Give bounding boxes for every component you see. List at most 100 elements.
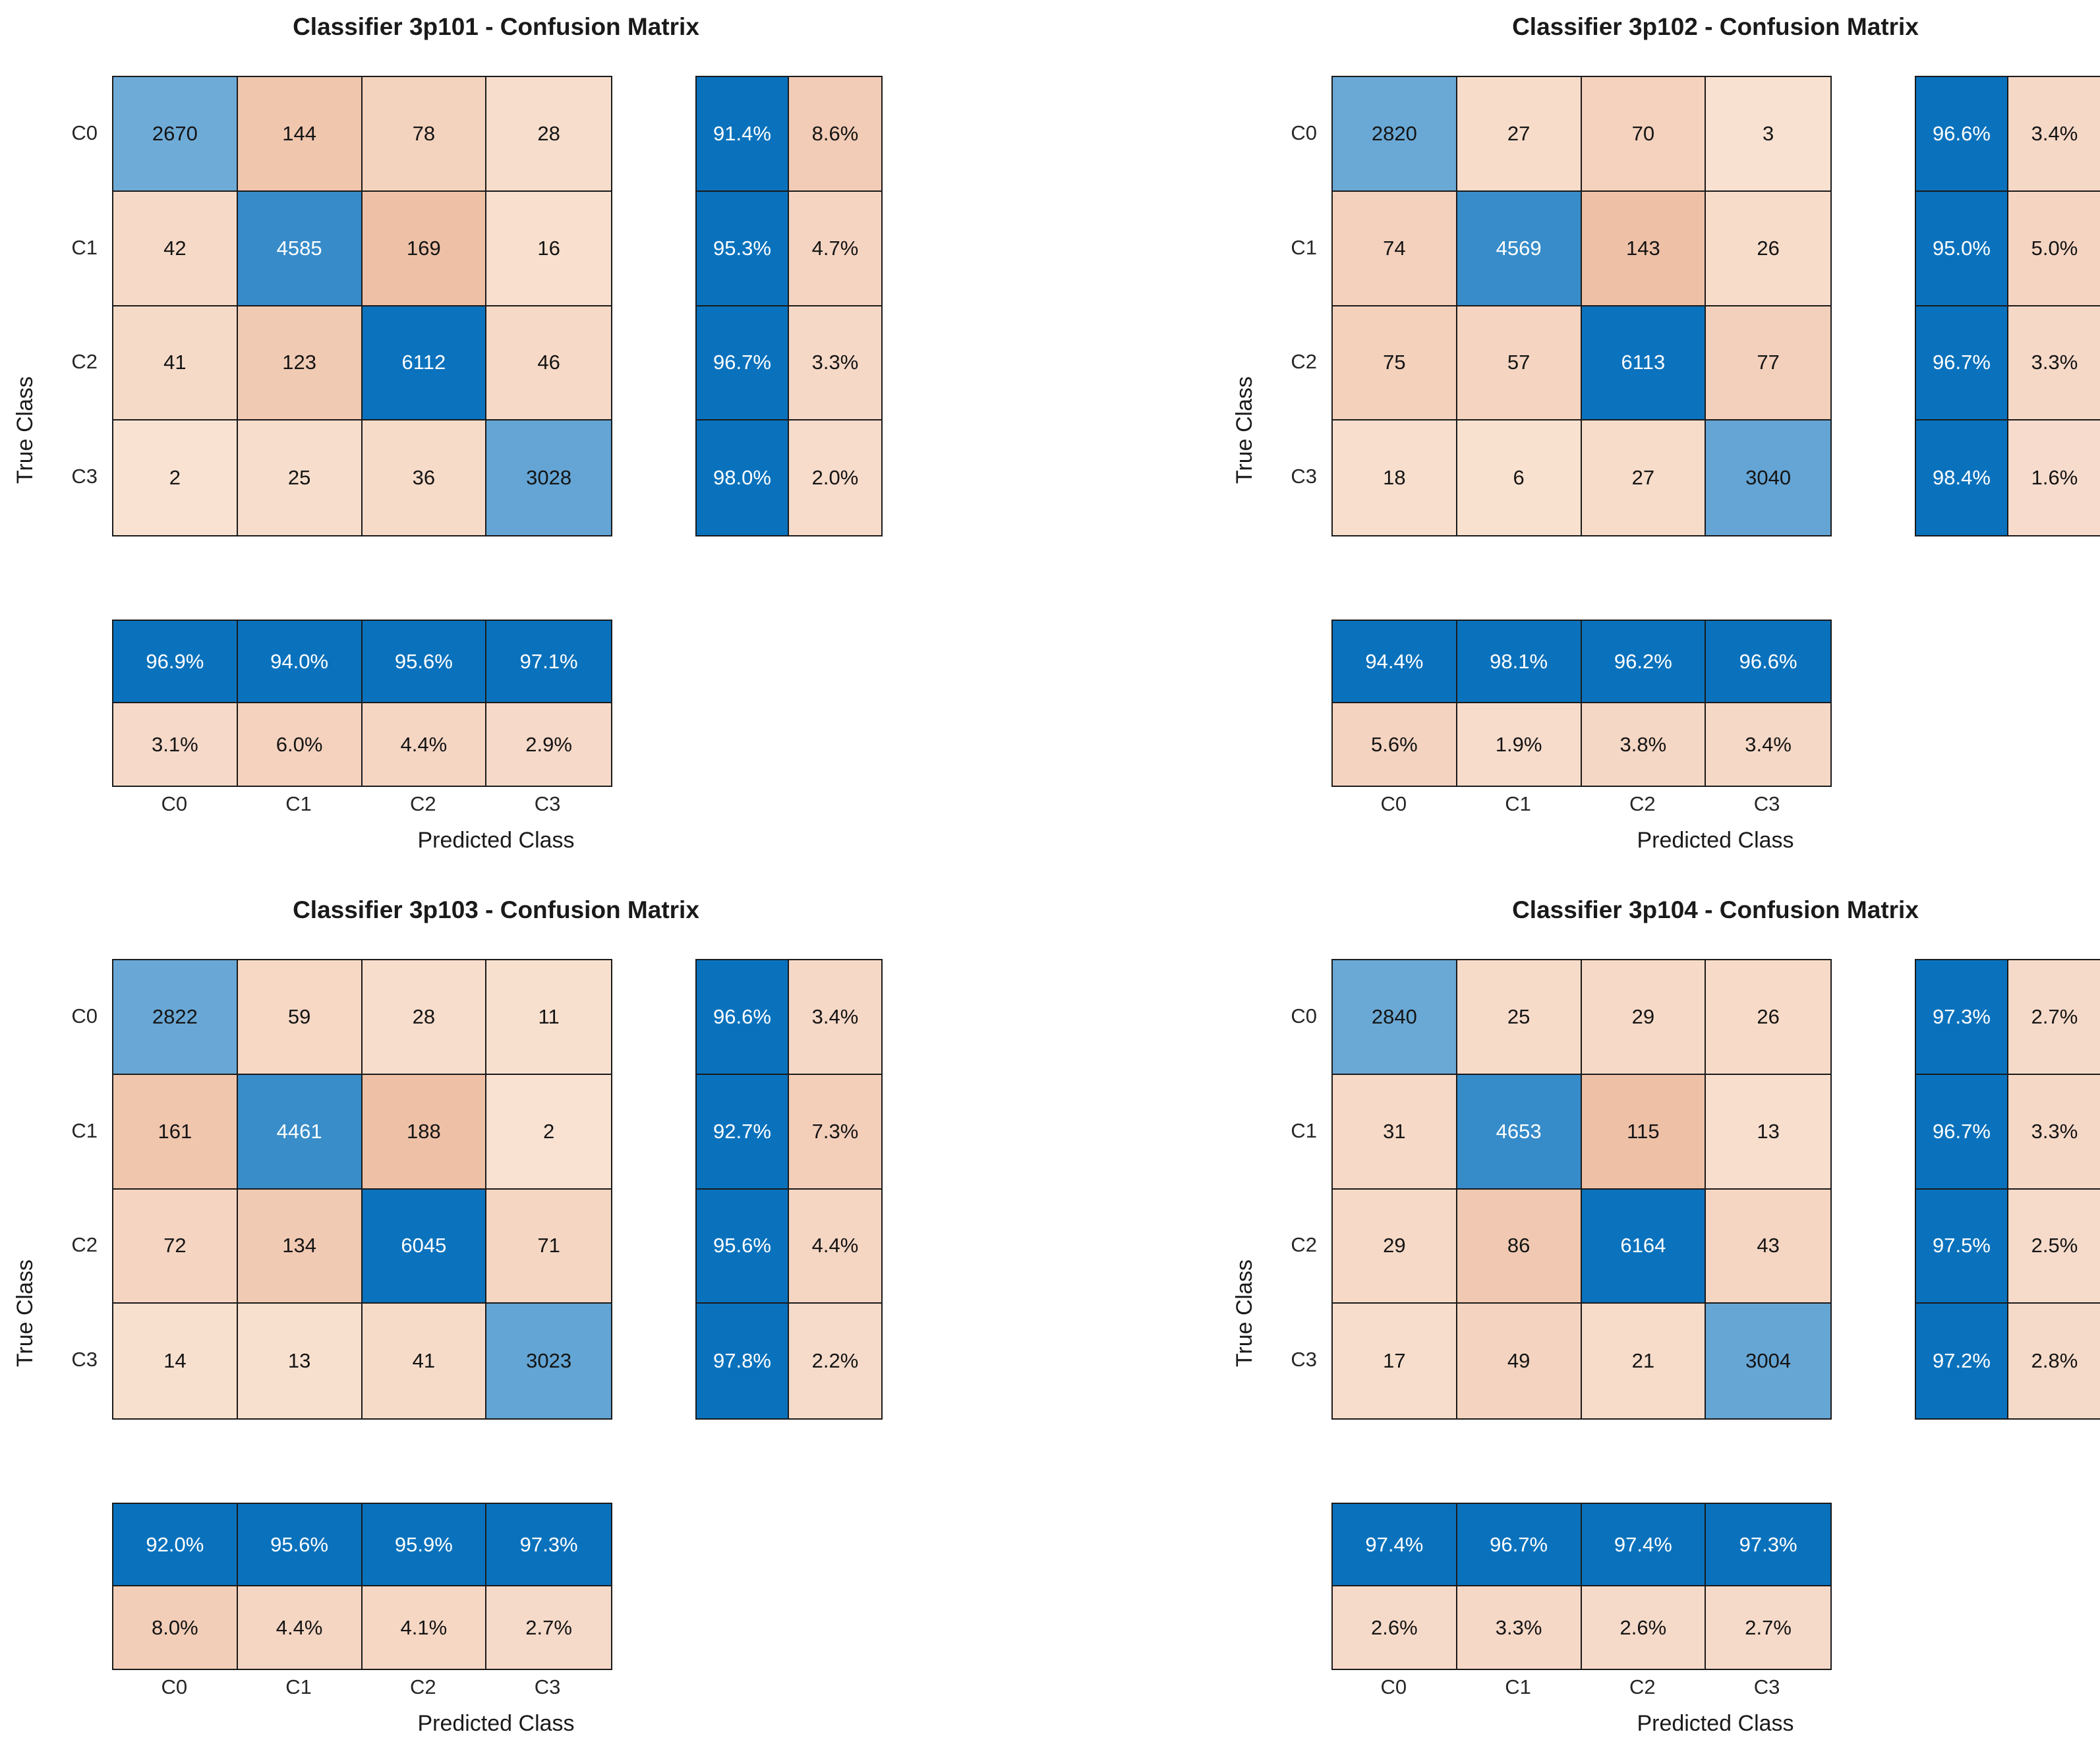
col-summary-cell-miss-0: 3.1% — [113, 703, 238, 786]
row-summary-cell-3-hit: 98.4% — [1916, 420, 2008, 535]
row-summary-cell-1-miss: 7.3% — [789, 1074, 881, 1190]
y-axis-label-wrap: True Class — [1230, 76, 1259, 784]
matrix-cell-1-0: 161 — [113, 1074, 238, 1190]
y-axis-label-wrap: True Class — [1230, 959, 1259, 1667]
y-tick-C0: C0 — [71, 1004, 98, 1027]
matrix-cell-3-0: 14 — [113, 1304, 238, 1418]
matrix-cell-2-3: 46 — [486, 306, 611, 421]
y-axis-label: True Class — [1231, 376, 1257, 484]
y-tick-C2: C2 — [71, 1233, 98, 1257]
x-tick-C3: C3 — [534, 792, 561, 815]
x-tick-C0: C0 — [161, 792, 188, 815]
y-tick-C2: C2 — [1291, 350, 1317, 374]
col-summary-cell-miss-2: 4.4% — [362, 703, 487, 786]
y-axis-label: True Class — [1231, 1259, 1257, 1368]
y-tick-C2: C2 — [1291, 1233, 1317, 1257]
confusion-matrix-subplot-3p102: Classifier 3p102 - Confusion Matrix True… — [1219, 0, 2100, 881]
x-tick-C2: C2 — [410, 792, 436, 815]
col-summary-cell-miss-1: 3.3% — [1457, 1586, 1582, 1669]
matrix-cell-2-1: 134 — [237, 1189, 363, 1304]
matrix-cell-0-0: 2670 — [113, 77, 238, 192]
y-tick-C3: C3 — [71, 1348, 98, 1372]
matrix-cell-0-0: 2840 — [1333, 960, 1457, 1075]
col-summary-cell-miss-1: 6.0% — [237, 703, 363, 786]
col-summary-cell-miss-0: 5.6% — [1333, 703, 1457, 786]
y-tick-C0: C0 — [71, 121, 98, 144]
row-summary-cell-2-hit: 96.7% — [1916, 306, 2008, 421]
col-summary-cell-hit-2: 97.4% — [1581, 1504, 1706, 1586]
confusion-matrix-subplot-3p104: Classifier 3p104 - Confusion Matrix True… — [1219, 883, 2100, 1763]
row-summary-cell-1-miss: 5.0% — [2008, 191, 2100, 306]
col-summary-cell-hit-0: 92.0% — [113, 1504, 238, 1586]
row-summary-cell-1-miss: 3.3% — [2008, 1074, 2100, 1190]
matrix-cell-2-1: 123 — [237, 306, 363, 421]
row-summary-cell-2-miss: 4.4% — [789, 1189, 881, 1304]
x-tick-C1: C1 — [1505, 1675, 1531, 1698]
x-tick-labels: C0 C1 C2 C3 — [112, 792, 610, 821]
matrix-cell-0-2: 29 — [1581, 960, 1706, 1075]
row-summary-cell-3-miss: 2.8% — [2008, 1304, 2100, 1418]
y-tick-C3: C3 — [71, 465, 98, 488]
matrix-cell-0-1: 27 — [1457, 77, 1582, 192]
row-summary-cell-2-hit: 95.6% — [697, 1189, 789, 1304]
y-tick-C3: C3 — [1291, 465, 1317, 488]
matrix-cell-3-3: 3004 — [1706, 1304, 1830, 1418]
x-tick-labels: C0 C1 C2 C3 — [112, 1675, 610, 1704]
col-summary-cell-hit-1: 96.7% — [1457, 1504, 1582, 1586]
subplot-title: Classifier 3p103 - Confusion Matrix — [293, 896, 699, 923]
matrix-cell-2-1: 86 — [1457, 1189, 1582, 1304]
confusion-matrix-grid: 2822 59 28 11 161 4461 188 2 72 134 6045 71 14 13 41 30… — [112, 959, 612, 1420]
column-summary-grid: 92.0% 95.6% 95.9% 97.3% 8.0% 4.4% 4.1% 2.7% — [112, 1503, 612, 1670]
col-summary-cell-hit-2: 95.9% — [362, 1504, 487, 1586]
row-summary-cell-3-hit: 97.2% — [1916, 1304, 2008, 1418]
row-summary-cell-3-miss: 1.6% — [2008, 420, 2100, 535]
row-summary-cell-0-miss: 3.4% — [2008, 77, 2100, 192]
row-summary-cell-0-miss: 3.4% — [789, 960, 881, 1075]
subplot-title: Classifier 3p104 - Confusion Matrix — [1512, 896, 1919, 923]
y-axis-label-wrap: True Class — [11, 76, 40, 784]
column-summary-grid: 96.9% 94.0% 95.6% 97.1% 3.1% 6.0% 4.4% 2.9% — [112, 620, 612, 787]
y-tick-C2: C2 — [71, 350, 98, 374]
col-summary-cell-hit-3: 97.1% — [486, 621, 611, 703]
col-summary-cell-hit-3: 96.6% — [1706, 621, 1830, 703]
row-summary-cell-0-miss: 8.6% — [789, 77, 881, 192]
col-summary-cell-miss-3: 2.9% — [486, 703, 611, 786]
matrix-cell-1-0: 31 — [1333, 1074, 1457, 1190]
matrix-cell-2-3: 43 — [1706, 1189, 1830, 1304]
row-summary-cell-1-miss: 4.7% — [789, 191, 881, 306]
matrix-cell-3-1: 25 — [237, 420, 363, 535]
matrix-cell-1-3: 2 — [486, 1074, 611, 1190]
y-tick-labels: C0 C1 C2 C3 — [42, 959, 102, 1417]
col-summary-cell-hit-1: 95.6% — [237, 1504, 363, 1586]
col-summary-cell-hit-0: 94.4% — [1333, 621, 1457, 703]
x-axis-label: Predicted Class — [1637, 1711, 1794, 1736]
matrix-cell-3-0: 18 — [1333, 420, 1457, 535]
x-tick-C0: C0 — [1380, 1675, 1407, 1698]
matrix-cell-0-3: 11 — [486, 960, 611, 1075]
row-summary-cell-2-miss: 3.3% — [2008, 306, 2100, 421]
x-axis-label: Predicted Class — [417, 828, 575, 853]
column-summary-grid: 94.4% 98.1% 96.2% 96.6% 5.6% 1.9% 3.8% 3.4% — [1331, 620, 1832, 787]
matrix-cell-3-0: 2 — [113, 420, 238, 535]
col-summary-cell-miss-2: 4.1% — [362, 1586, 487, 1669]
matrix-cell-0-1: 59 — [237, 960, 363, 1075]
col-summary-cell-miss-3: 2.7% — [486, 1586, 611, 1669]
matrix-cell-1-1: 4569 — [1457, 191, 1582, 306]
y-tick-labels: C0 C1 C2 C3 — [1262, 76, 1321, 534]
col-summary-cell-hit-2: 96.2% — [1581, 621, 1706, 703]
x-tick-C0: C0 — [1380, 792, 1407, 815]
x-tick-C2: C2 — [410, 1675, 436, 1698]
col-summary-cell-hit-0: 97.4% — [1333, 1504, 1457, 1586]
col-summary-cell-hit-1: 94.0% — [237, 621, 363, 703]
matrix-cell-1-2: 169 — [362, 191, 487, 306]
y-tick-C1: C1 — [71, 1118, 98, 1142]
row-summary-cell-3-miss: 2.0% — [789, 420, 881, 535]
x-tick-C1: C1 — [285, 1675, 312, 1698]
matrix-cell-0-2: 78 — [362, 77, 487, 192]
y-tick-C3: C3 — [1291, 1348, 1317, 1372]
col-summary-cell-miss-1: 4.4% — [237, 1586, 363, 1669]
matrix-cell-0-1: 25 — [1457, 960, 1582, 1075]
x-tick-C3: C3 — [1753, 1675, 1780, 1698]
confusion-matrix-subplot-3p101: Classifier 3p101 - Confusion Matrix True… — [0, 0, 883, 881]
